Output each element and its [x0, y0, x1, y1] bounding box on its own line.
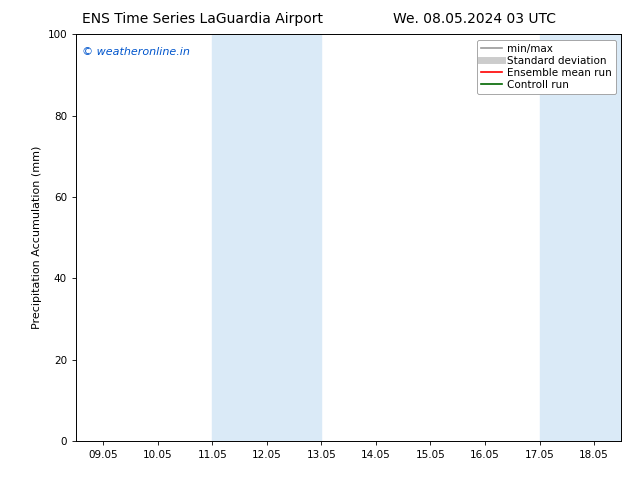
Legend: min/max, Standard deviation, Ensemble mean run, Controll run: min/max, Standard deviation, Ensemble me…	[477, 40, 616, 94]
Text: ENS Time Series LaGuardia Airport: ENS Time Series LaGuardia Airport	[82, 12, 323, 26]
Bar	[212, 34, 321, 441]
Bar	[540, 34, 634, 441]
Text: We. 08.05.2024 03 UTC: We. 08.05.2024 03 UTC	[393, 12, 556, 26]
Text: © weatheronline.in: © weatheronline.in	[82, 47, 190, 56]
Y-axis label: Precipitation Accumulation (mm): Precipitation Accumulation (mm)	[32, 146, 42, 329]
